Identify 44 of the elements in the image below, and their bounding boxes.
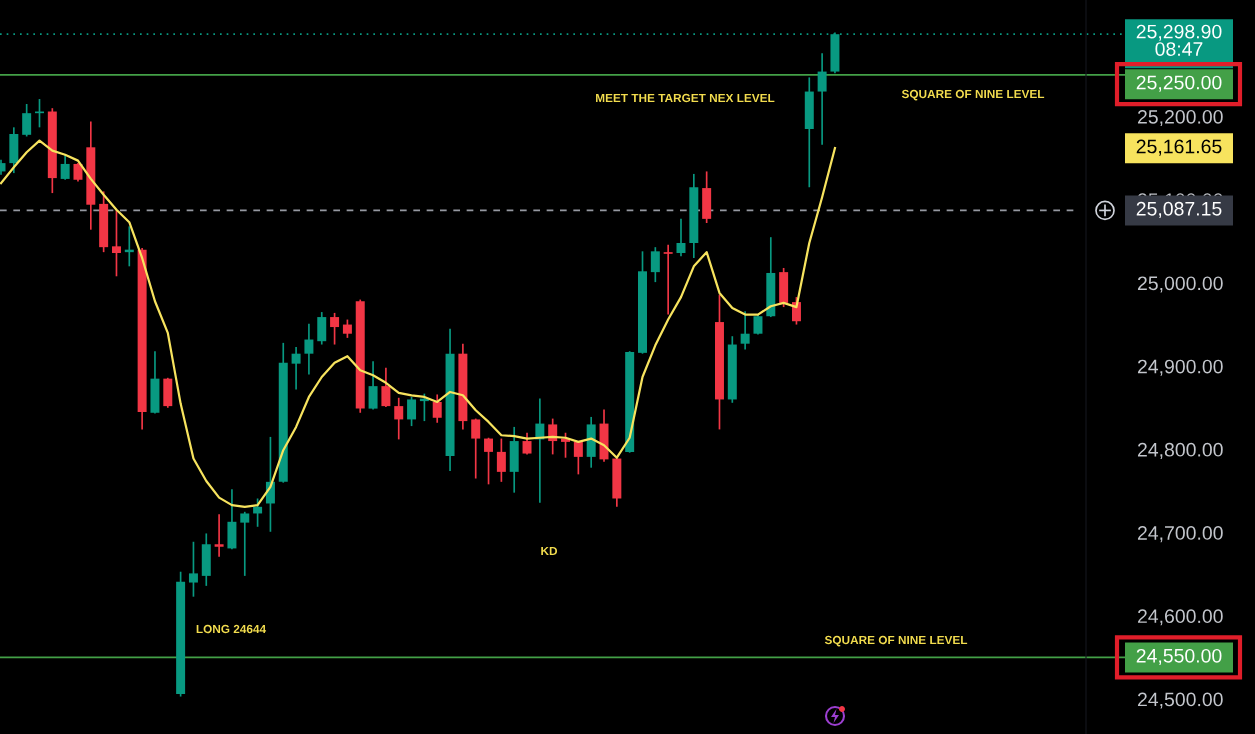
text: 25,161.65 xyxy=(1136,139,1222,156)
candlestick xyxy=(663,243,673,316)
y-tick-label: 25,200.00 xyxy=(1137,109,1223,127)
candlestick xyxy=(394,396,404,441)
candlestick xyxy=(73,162,83,183)
candlestick xyxy=(471,417,481,480)
y-tick-label: 24,600.00 xyxy=(1137,609,1223,626)
candlestick xyxy=(817,52,827,146)
ref-line-label: 25,298.90 08:47 xyxy=(1136,24,1222,56)
candlestick xyxy=(291,346,301,391)
candlestick xyxy=(342,318,352,339)
candlestick xyxy=(496,437,506,483)
candlestick xyxy=(60,153,70,181)
candlestick xyxy=(240,510,250,577)
candlestick xyxy=(676,218,686,258)
candlestick xyxy=(111,208,121,278)
candlestick xyxy=(381,366,391,408)
text: SQUARE OF NINE LEVEL xyxy=(901,89,1045,101)
ref-line-label: 25,250.00 xyxy=(1136,75,1222,92)
ref-line-label: 25,087.15 xyxy=(1136,201,1222,218)
y-tick-label: 24,900.00 xyxy=(1137,359,1223,376)
candlestick xyxy=(304,322,314,376)
candlestick xyxy=(214,513,224,558)
annotation: LONG 24644 xyxy=(196,624,267,634)
candlestick xyxy=(330,312,340,346)
ref-line-label: 24,550.00 xyxy=(1136,648,1222,665)
candlestick xyxy=(484,436,494,486)
candlestick xyxy=(368,360,378,411)
annotation: KD xyxy=(541,546,558,556)
candlestick xyxy=(432,393,442,424)
annotation: MEET THE TARGET NEX LEVEL xyxy=(596,93,775,103)
candlestick xyxy=(407,396,417,427)
candlestick xyxy=(740,310,750,351)
candlestick xyxy=(253,497,263,528)
candlestick xyxy=(573,440,583,476)
y-tick-label: 24,500.00 xyxy=(1137,692,1223,709)
y-tick-label: 24,700.00 xyxy=(1137,526,1223,543)
y-tick-label: 25,000.00 xyxy=(1137,276,1223,293)
y-tick-label: 24,800.00 xyxy=(1137,442,1223,459)
candlestick xyxy=(188,540,198,598)
candlestick xyxy=(650,246,660,283)
candlestick xyxy=(548,417,558,456)
annotation: SQUARE OF NINE LEVEL xyxy=(824,635,968,647)
candlestick xyxy=(22,103,32,138)
